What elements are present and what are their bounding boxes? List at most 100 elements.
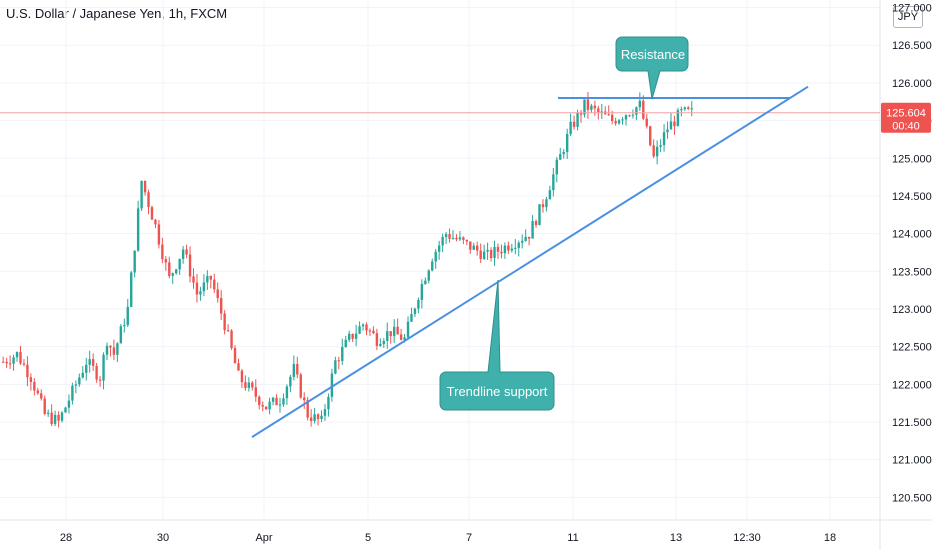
trendline-support-callout-label: Trendline support [447,384,548,399]
candle-body [565,134,569,152]
trendline-support-callout [439,279,555,411]
candle-body [112,347,116,355]
candle-body [510,248,514,251]
candle-body [33,381,36,391]
candle-body [569,121,572,135]
y-tick-label: 121.500 [892,417,932,429]
candle-body [233,348,237,364]
candle-body [130,272,133,307]
candle-body [621,119,624,121]
candle-body [521,240,524,243]
candle-body [202,282,206,292]
candle-body [489,249,493,259]
y-tick-label: 125.000 [892,153,932,165]
candle-body [406,321,410,338]
y-tick-label: 124.500 [892,191,932,203]
candle-body [40,393,43,399]
candle-body [538,204,541,226]
candle-body [482,251,486,260]
candle-body [136,208,140,251]
candle-body [635,107,638,115]
candle-body [593,105,597,109]
candle-body [669,121,673,130]
candle-body [240,370,244,383]
candle-body [534,221,538,226]
candle-body [541,204,545,208]
candle-body [320,415,323,419]
candle-body [427,270,430,281]
candle-body [413,308,417,315]
candle-body [289,376,292,387]
candle-body [455,237,458,240]
candle-body [313,414,316,421]
candle-body [548,190,552,200]
currency-button[interactable]: JPY [893,6,923,28]
candle-body [309,417,313,421]
candle-body [666,129,669,133]
candle-body [628,115,631,117]
candle-body [26,364,29,378]
candle-body [57,414,60,421]
candle-body [296,364,299,375]
candle-body [642,100,645,119]
candle-body [12,357,15,364]
candle-body [386,331,389,341]
candle-body [631,114,635,116]
candle-body [178,258,181,270]
candle-body [683,107,687,110]
x-tick-label: 11 [567,532,578,544]
y-tick-label: 126.000 [892,78,932,90]
candle-body [420,284,424,300]
candle-body [22,363,26,365]
candle-body [527,236,531,239]
x-tick-label: 5 [365,532,371,544]
candle-body [479,250,482,260]
candle-body [275,397,278,406]
candle-body [361,324,365,327]
x-tick-label: 12:30 [733,532,761,544]
candle-body [175,269,178,274]
candle-body [354,333,358,339]
candle-body [271,397,275,402]
candle-body [341,346,344,361]
candle-body [223,313,226,331]
candle-body [181,249,185,259]
candle-body [469,241,472,250]
candle-body [655,146,659,157]
x-tick-label: 7 [466,532,472,544]
candle-body [358,326,361,334]
candle-body [209,275,212,280]
candle-body [687,107,690,109]
candle-body [503,245,507,254]
candle-body [164,259,168,263]
candle-body [441,236,444,246]
candle-body [264,406,268,410]
candle-body [399,334,403,340]
candle-body [282,398,285,405]
candle-body [434,251,437,262]
candle-body [5,361,8,364]
candle-body [597,108,600,113]
candle-body [396,326,399,335]
candle-body [507,245,510,251]
candle-body [417,299,420,309]
candle-body [60,412,64,421]
y-tick-label: 122.000 [892,379,932,391]
candle-body [572,121,576,127]
candle-body [351,333,354,339]
candle-body [230,330,233,349]
y-tick-label: 121.000 [892,455,932,467]
candle-body [334,360,337,374]
candle-body [659,145,662,147]
candle-body [216,289,219,299]
candle-body [133,250,136,273]
candle-body [337,360,341,362]
candle-body [327,396,330,410]
candle-body [517,242,520,248]
x-tick-label: 13 [670,532,682,544]
candle-body [29,377,33,382]
candle-body [2,361,5,363]
candle-body [88,359,91,365]
